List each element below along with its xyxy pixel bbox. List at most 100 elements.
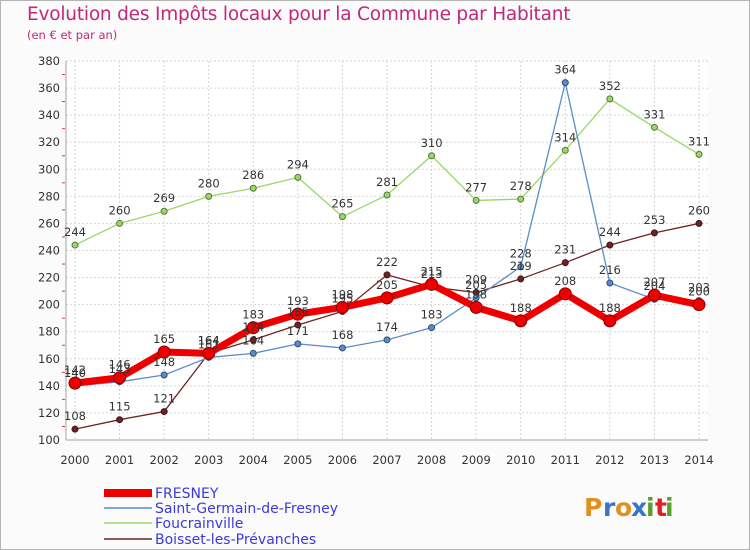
data-label: 193 (287, 294, 309, 308)
data-label: 183 (421, 308, 443, 322)
data-label: 165 (153, 332, 175, 346)
logo-letter: P (584, 493, 602, 522)
series-point-1 (383, 336, 391, 344)
data-label: 146 (109, 358, 131, 372)
series-point-2 (472, 196, 480, 204)
data-label: 205 (376, 278, 398, 292)
x-tick-label: 2004 (239, 453, 268, 467)
series-point-0 (380, 291, 394, 305)
y-tick-label: 340 (38, 108, 60, 122)
y-tick-label: 180 (38, 325, 60, 339)
chart-title: Evolution des Impôts locaux pour la Comm… (27, 4, 571, 25)
series-point-0 (425, 277, 439, 291)
series-point-1 (338, 344, 346, 352)
y-tick-label: 160 (38, 352, 60, 366)
data-label: 188 (599, 301, 621, 315)
data-label: 310 (421, 136, 443, 150)
data-label: 209 (465, 272, 487, 286)
data-label: 286 (242, 168, 264, 182)
data-label: 277 (465, 180, 487, 194)
y-tick-label: 120 (38, 406, 60, 420)
chart-subtitle: (en € et par an) (27, 28, 118, 42)
data-label: 140 (64, 366, 86, 380)
data-label: 205 (465, 278, 487, 292)
data-label: 143 (109, 362, 131, 376)
data-label: 253 (643, 213, 665, 227)
series-point-2 (71, 241, 79, 249)
data-label: 174 (242, 320, 264, 334)
legend: FRESNEYSaint-Germain-de-FresneyFoucrainv… (104, 486, 338, 548)
y-tick-label: 360 (38, 81, 60, 95)
x-tick-label: 2008 (417, 453, 446, 467)
data-label: 213 (421, 267, 443, 281)
data-label: 260 (109, 203, 131, 217)
series-point-1 (517, 263, 525, 271)
series-point-3 (517, 275, 525, 283)
series-point-3 (249, 336, 257, 344)
data-label: 164 (198, 333, 220, 347)
data-label: 164 (198, 333, 220, 347)
data-label: 260 (688, 203, 710, 217)
logo-letter: o (615, 493, 632, 522)
series-point-2 (160, 207, 168, 215)
data-label: 331 (643, 107, 665, 121)
series-point-3 (650, 229, 658, 237)
series-point-0 (514, 314, 528, 328)
series-point-0 (603, 314, 617, 328)
x-tick-label: 2002 (150, 453, 179, 467)
data-label: 200 (688, 285, 710, 299)
series-point-1 (428, 324, 436, 332)
data-label: 168 (331, 328, 353, 342)
data-label: 208 (554, 274, 576, 288)
series-point-0 (647, 288, 661, 302)
data-label: 183 (242, 308, 264, 322)
series-point-0 (692, 298, 706, 312)
data-label: 265 (331, 197, 353, 211)
y-tick-label: 140 (38, 379, 60, 393)
series-point-3 (561, 259, 569, 267)
series-point-0 (469, 300, 483, 314)
y-tick-label: 280 (38, 189, 60, 203)
data-label: 219 (510, 259, 532, 273)
y-tick-label: 220 (38, 271, 60, 285)
series-point-2 (428, 152, 436, 160)
series-point-0 (113, 371, 127, 385)
x-tick-label: 2012 (595, 453, 624, 467)
data-label: 198 (331, 287, 353, 301)
x-tick-label: 2006 (328, 453, 357, 467)
series-point-2 (606, 95, 614, 103)
series-point-0 (68, 376, 82, 390)
data-label: 195 (331, 291, 353, 305)
series-lines (68, 79, 706, 433)
series-point-0 (157, 345, 171, 359)
legend-entry: Boisset-les-Prévanches (155, 532, 316, 548)
y-tick-label: 320 (38, 135, 60, 149)
series-point-2 (383, 191, 391, 199)
series-point-1 (294, 340, 302, 348)
data-label: 244 (64, 225, 86, 239)
data-label: 269 (153, 191, 175, 205)
x-tick-label: 2010 (506, 453, 535, 467)
series-point-2 (517, 195, 525, 203)
x-tick-label: 2011 (551, 453, 580, 467)
series-point-2 (338, 213, 346, 221)
series-point-3 (606, 241, 614, 249)
legend-entry: Foucrainville (155, 516, 243, 532)
data-label: 222 (376, 255, 398, 269)
data-label: 204 (643, 279, 665, 293)
x-tick-label: 2013 (640, 453, 669, 467)
y-tick-label: 380 (38, 54, 60, 68)
series-point-2 (695, 150, 703, 158)
grid (66, 60, 708, 441)
series-point-0 (202, 346, 216, 360)
series-point-1 (606, 279, 614, 287)
y-tick-label: 260 (38, 216, 60, 230)
data-labels: 244 260 269 280 286 294 265 281 310 277 278 314 352 3… (64, 63, 710, 424)
logo-letter: r (603, 493, 616, 522)
series-point-3 (695, 219, 703, 227)
data-label: 185 (287, 305, 309, 319)
logo-letter: i (665, 493, 674, 522)
series-point-0 (558, 287, 572, 301)
data-label: 311 (688, 134, 710, 148)
